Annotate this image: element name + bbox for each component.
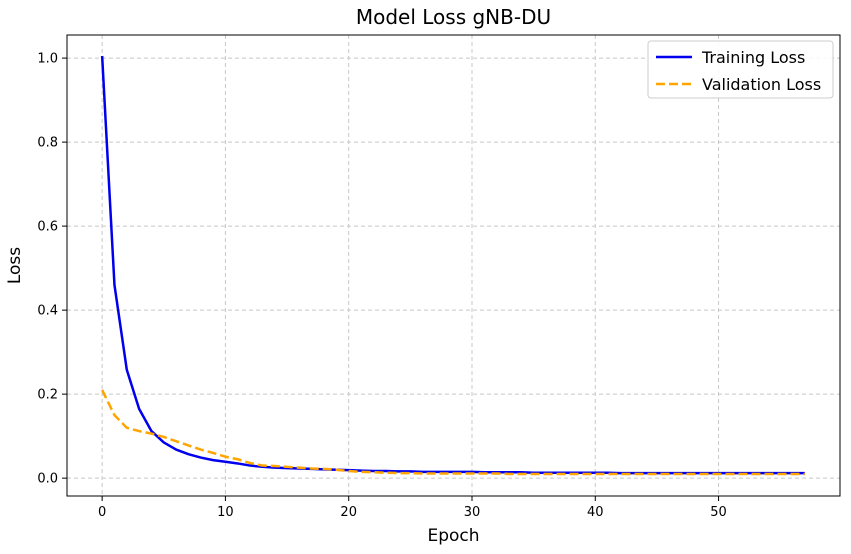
x-tick-label: 0 [98, 505, 106, 520]
legend: Training Loss Validation Loss [647, 40, 834, 99]
chart-title: Model Loss gNB-DU [356, 5, 551, 29]
y-tick-label: 1.0 [37, 52, 58, 67]
x-tick-label: 30 [464, 505, 481, 520]
ticks: 0 10 20 30 40 50 0.0 0.2 0.4 0.6 0.8 1.0 [37, 52, 727, 520]
legend-box [647, 40, 834, 99]
y-tick-label: 0.6 [37, 220, 58, 235]
y-tick-label: 0.4 [37, 304, 58, 319]
x-tick-label: 20 [340, 505, 357, 520]
y-axis-title: Loss [5, 247, 25, 284]
plot-frame [66, 34, 841, 497]
legend-label: Validation Loss [702, 75, 821, 94]
x-tick-label: 10 [217, 505, 234, 520]
x-axis-title: Epoch [427, 526, 479, 546]
series-layer [100, 55, 805, 476]
y-tick-label: 0.8 [37, 136, 58, 151]
x-tick-label: 50 [710, 505, 727, 520]
y-tick-label: 0.0 [37, 472, 58, 487]
legend-label: Training Loss [701, 48, 805, 67]
series-line-validation-loss [101, 389, 805, 476]
y-tick-label: 0.2 [37, 388, 58, 403]
x-tick-label: 40 [587, 505, 604, 520]
